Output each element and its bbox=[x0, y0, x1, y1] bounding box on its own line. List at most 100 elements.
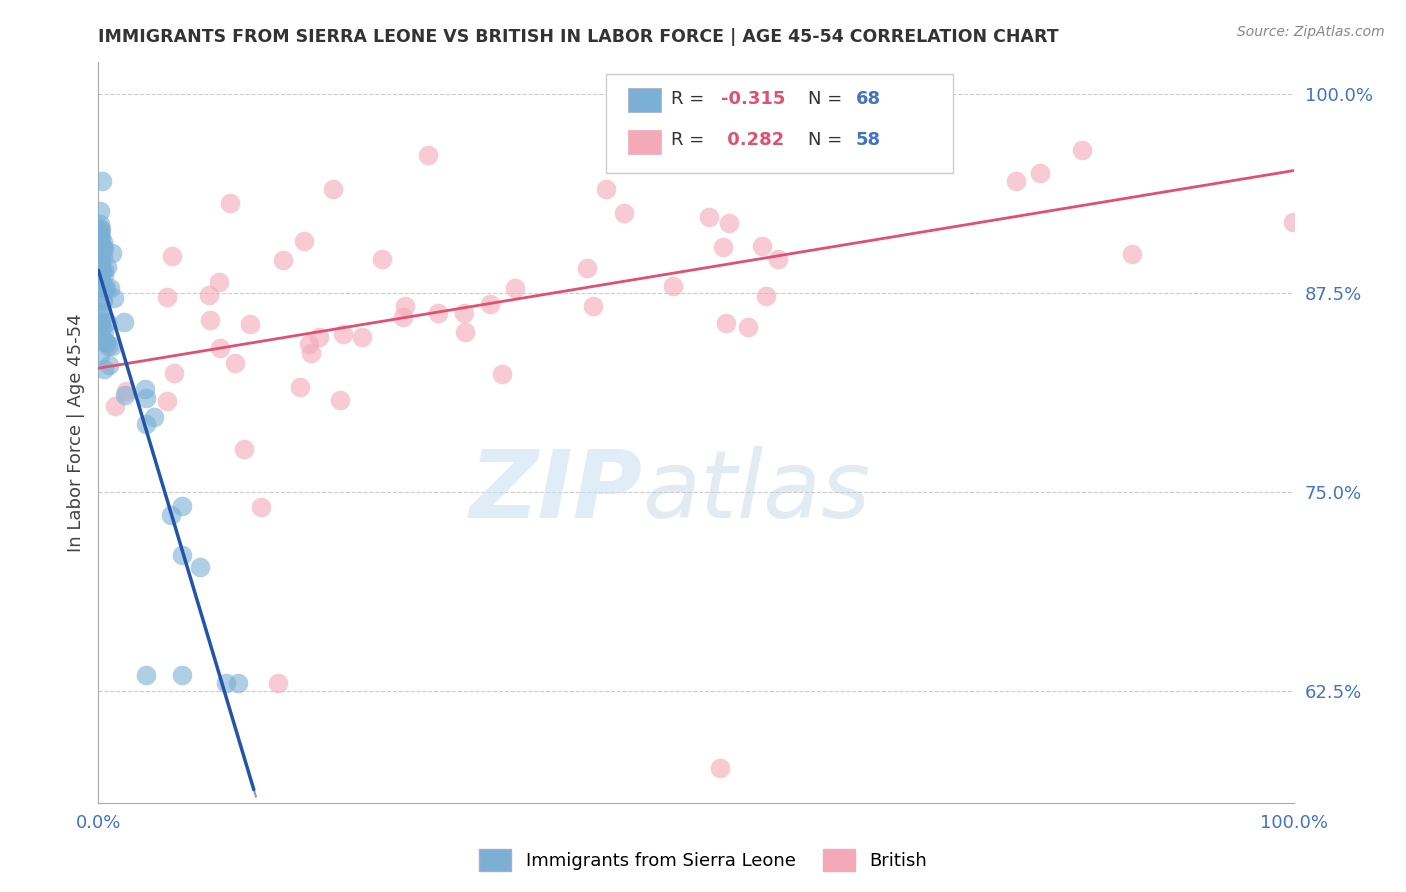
Point bbox=[207, 275, 229, 289]
Point bbox=[91, 174, 114, 188]
Point bbox=[391, 310, 413, 324]
Point bbox=[232, 442, 254, 456]
Point bbox=[226, 676, 249, 690]
Point bbox=[89, 203, 111, 218]
Point bbox=[200, 313, 222, 327]
Point bbox=[90, 261, 112, 276]
Point bbox=[298, 337, 321, 351]
Point bbox=[454, 325, 477, 339]
Point bbox=[89, 231, 111, 245]
Point bbox=[89, 262, 111, 277]
Point bbox=[91, 294, 114, 309]
Point bbox=[96, 314, 118, 328]
Point bbox=[93, 362, 115, 376]
Point bbox=[91, 332, 114, 346]
Point bbox=[322, 181, 344, 195]
Point bbox=[91, 235, 114, 249]
Point bbox=[97, 339, 120, 353]
Point bbox=[478, 297, 501, 311]
Point bbox=[683, 148, 706, 162]
Point bbox=[115, 384, 138, 398]
Point bbox=[163, 366, 186, 380]
Point bbox=[329, 392, 352, 407]
Text: Source: ZipAtlas.com: Source: ZipAtlas.com bbox=[1237, 25, 1385, 39]
Point bbox=[93, 250, 115, 264]
Point bbox=[89, 266, 111, 280]
Point bbox=[89, 217, 111, 231]
Point bbox=[697, 210, 720, 224]
Point bbox=[94, 282, 117, 296]
Point bbox=[308, 330, 330, 344]
Point bbox=[135, 392, 157, 406]
Point bbox=[208, 341, 231, 355]
Point bbox=[711, 239, 734, 253]
Point bbox=[815, 87, 838, 102]
Point bbox=[90, 315, 112, 329]
Point bbox=[763, 133, 786, 147]
Point bbox=[89, 263, 111, 277]
Point bbox=[90, 314, 112, 328]
Point bbox=[93, 262, 115, 277]
Point bbox=[94, 336, 117, 351]
Point bbox=[94, 280, 117, 294]
Point bbox=[93, 284, 115, 298]
Point bbox=[89, 252, 111, 266]
Point bbox=[112, 315, 135, 329]
Point bbox=[160, 249, 183, 263]
Point bbox=[114, 388, 136, 402]
Point bbox=[172, 548, 194, 562]
FancyBboxPatch shape bbox=[606, 73, 953, 173]
Point bbox=[394, 299, 416, 313]
Point bbox=[89, 303, 111, 318]
Point bbox=[1028, 166, 1050, 180]
Text: N =: N = bbox=[808, 131, 848, 149]
Point bbox=[717, 216, 740, 230]
Point bbox=[249, 500, 271, 514]
Point bbox=[103, 399, 125, 413]
Legend: Immigrants from Sierra Leone, British: Immigrants from Sierra Leone, British bbox=[471, 842, 935, 879]
Point bbox=[156, 290, 179, 304]
Point bbox=[94, 334, 117, 349]
Point bbox=[662, 278, 685, 293]
FancyBboxPatch shape bbox=[628, 88, 661, 112]
Point bbox=[716, 316, 738, 330]
Text: R =: R = bbox=[671, 131, 710, 149]
Point bbox=[271, 253, 294, 268]
Text: atlas: atlas bbox=[643, 446, 870, 537]
Point bbox=[89, 265, 111, 279]
Point bbox=[582, 299, 605, 313]
Point bbox=[198, 288, 221, 302]
Point bbox=[172, 668, 194, 682]
Point bbox=[97, 359, 120, 373]
Point bbox=[766, 252, 789, 267]
Point bbox=[218, 196, 240, 211]
Text: IMMIGRANTS FROM SIERRA LEONE VS BRITISH IN LABOR FORCE | AGE 45-54 CORRELATION C: IMMIGRANTS FROM SIERRA LEONE VS BRITISH … bbox=[98, 28, 1059, 45]
Point bbox=[595, 182, 617, 196]
Point bbox=[709, 761, 731, 775]
Point bbox=[91, 241, 114, 255]
Point bbox=[89, 268, 111, 283]
Point bbox=[89, 318, 111, 332]
Point bbox=[737, 320, 759, 334]
Point bbox=[89, 280, 111, 294]
Point bbox=[143, 409, 166, 424]
Point bbox=[416, 147, 439, 161]
Point bbox=[575, 260, 598, 275]
Point bbox=[101, 246, 124, 260]
Point bbox=[90, 222, 112, 236]
Text: -0.315: -0.315 bbox=[721, 90, 786, 108]
Text: 0.282: 0.282 bbox=[721, 131, 785, 149]
Point bbox=[1121, 247, 1143, 261]
Point bbox=[288, 380, 311, 394]
Point bbox=[90, 257, 112, 271]
Point bbox=[89, 244, 111, 258]
Point bbox=[371, 252, 394, 266]
Text: R =: R = bbox=[671, 90, 710, 108]
Text: ZIP: ZIP bbox=[470, 446, 643, 538]
Point bbox=[267, 676, 290, 690]
Point bbox=[188, 560, 211, 574]
Point bbox=[160, 508, 183, 522]
Point bbox=[134, 382, 156, 396]
Point bbox=[135, 417, 157, 432]
Point bbox=[89, 227, 111, 241]
